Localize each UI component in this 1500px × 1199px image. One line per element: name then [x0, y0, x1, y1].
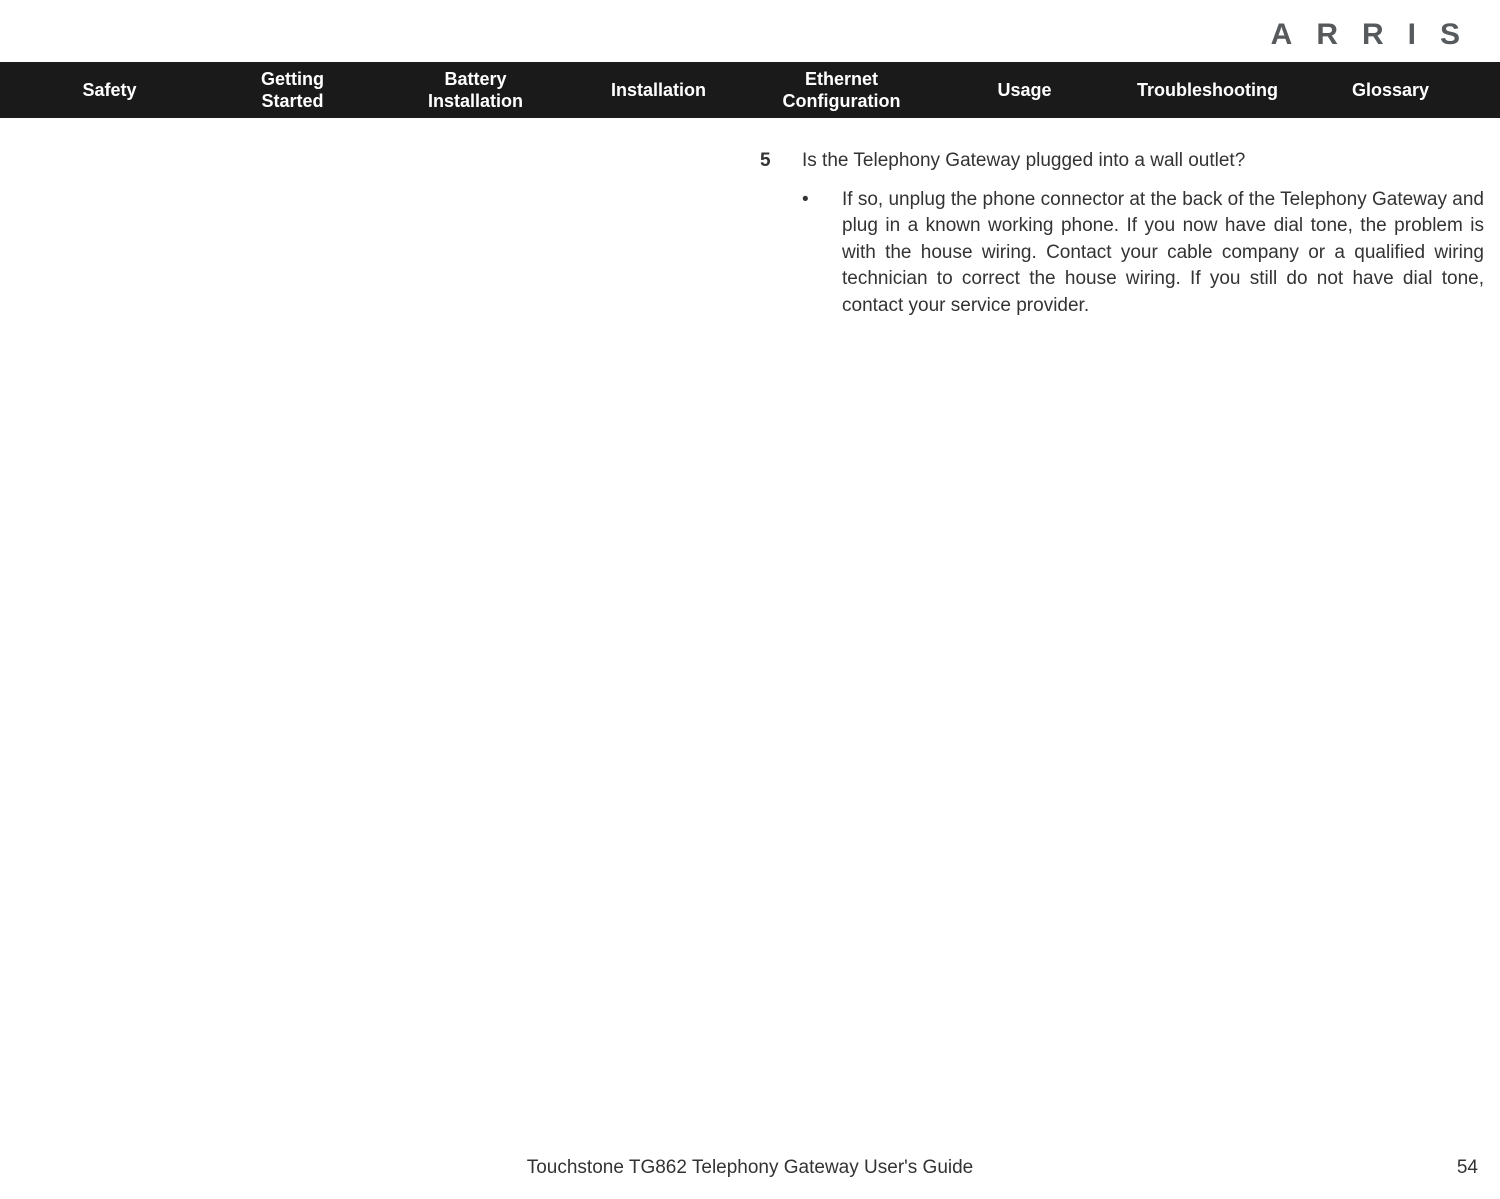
step-question: Is the Telephony Gateway plugged into a … [802, 148, 1484, 175]
nav-safety[interactable]: Safety [18, 79, 201, 102]
page-number: 54 [1457, 1157, 1478, 1179]
step-row: 5 Is the Telephony Gateway plugged into … [760, 148, 1484, 175]
bullet-row: • If so, unplug the phone connector at t… [760, 187, 1484, 320]
nav-troubleshooting[interactable]: Troubleshooting [1116, 79, 1299, 102]
nav-usage[interactable]: Usage [933, 79, 1116, 102]
nav-installation[interactable]: Installation [567, 79, 750, 102]
step-number: 5 [760, 148, 802, 175]
bullet-text: If so, unplug the phone connector at the… [842, 187, 1484, 320]
nav-ethernet-configuration[interactable]: Ethernet Configuration [750, 68, 933, 113]
footer: Touchstone TG862 Telephony Gateway User'… [0, 1157, 1500, 1179]
content-area: 5 Is the Telephony Gateway plugged into … [760, 148, 1484, 320]
brand-logo: ARRIS [1271, 18, 1484, 52]
footer-title: Touchstone TG862 Telephony Gateway User'… [527, 1157, 974, 1179]
nav-getting-started[interactable]: Getting Started [201, 68, 384, 113]
nav-battery-installation[interactable]: Battery Installation [384, 68, 567, 113]
nav-glossary[interactable]: Glossary [1299, 79, 1482, 102]
nav-bar: Safety Getting Started Battery Installat… [0, 62, 1500, 118]
bullet-mark: • [802, 187, 842, 320]
bullet-indent [760, 187, 802, 320]
